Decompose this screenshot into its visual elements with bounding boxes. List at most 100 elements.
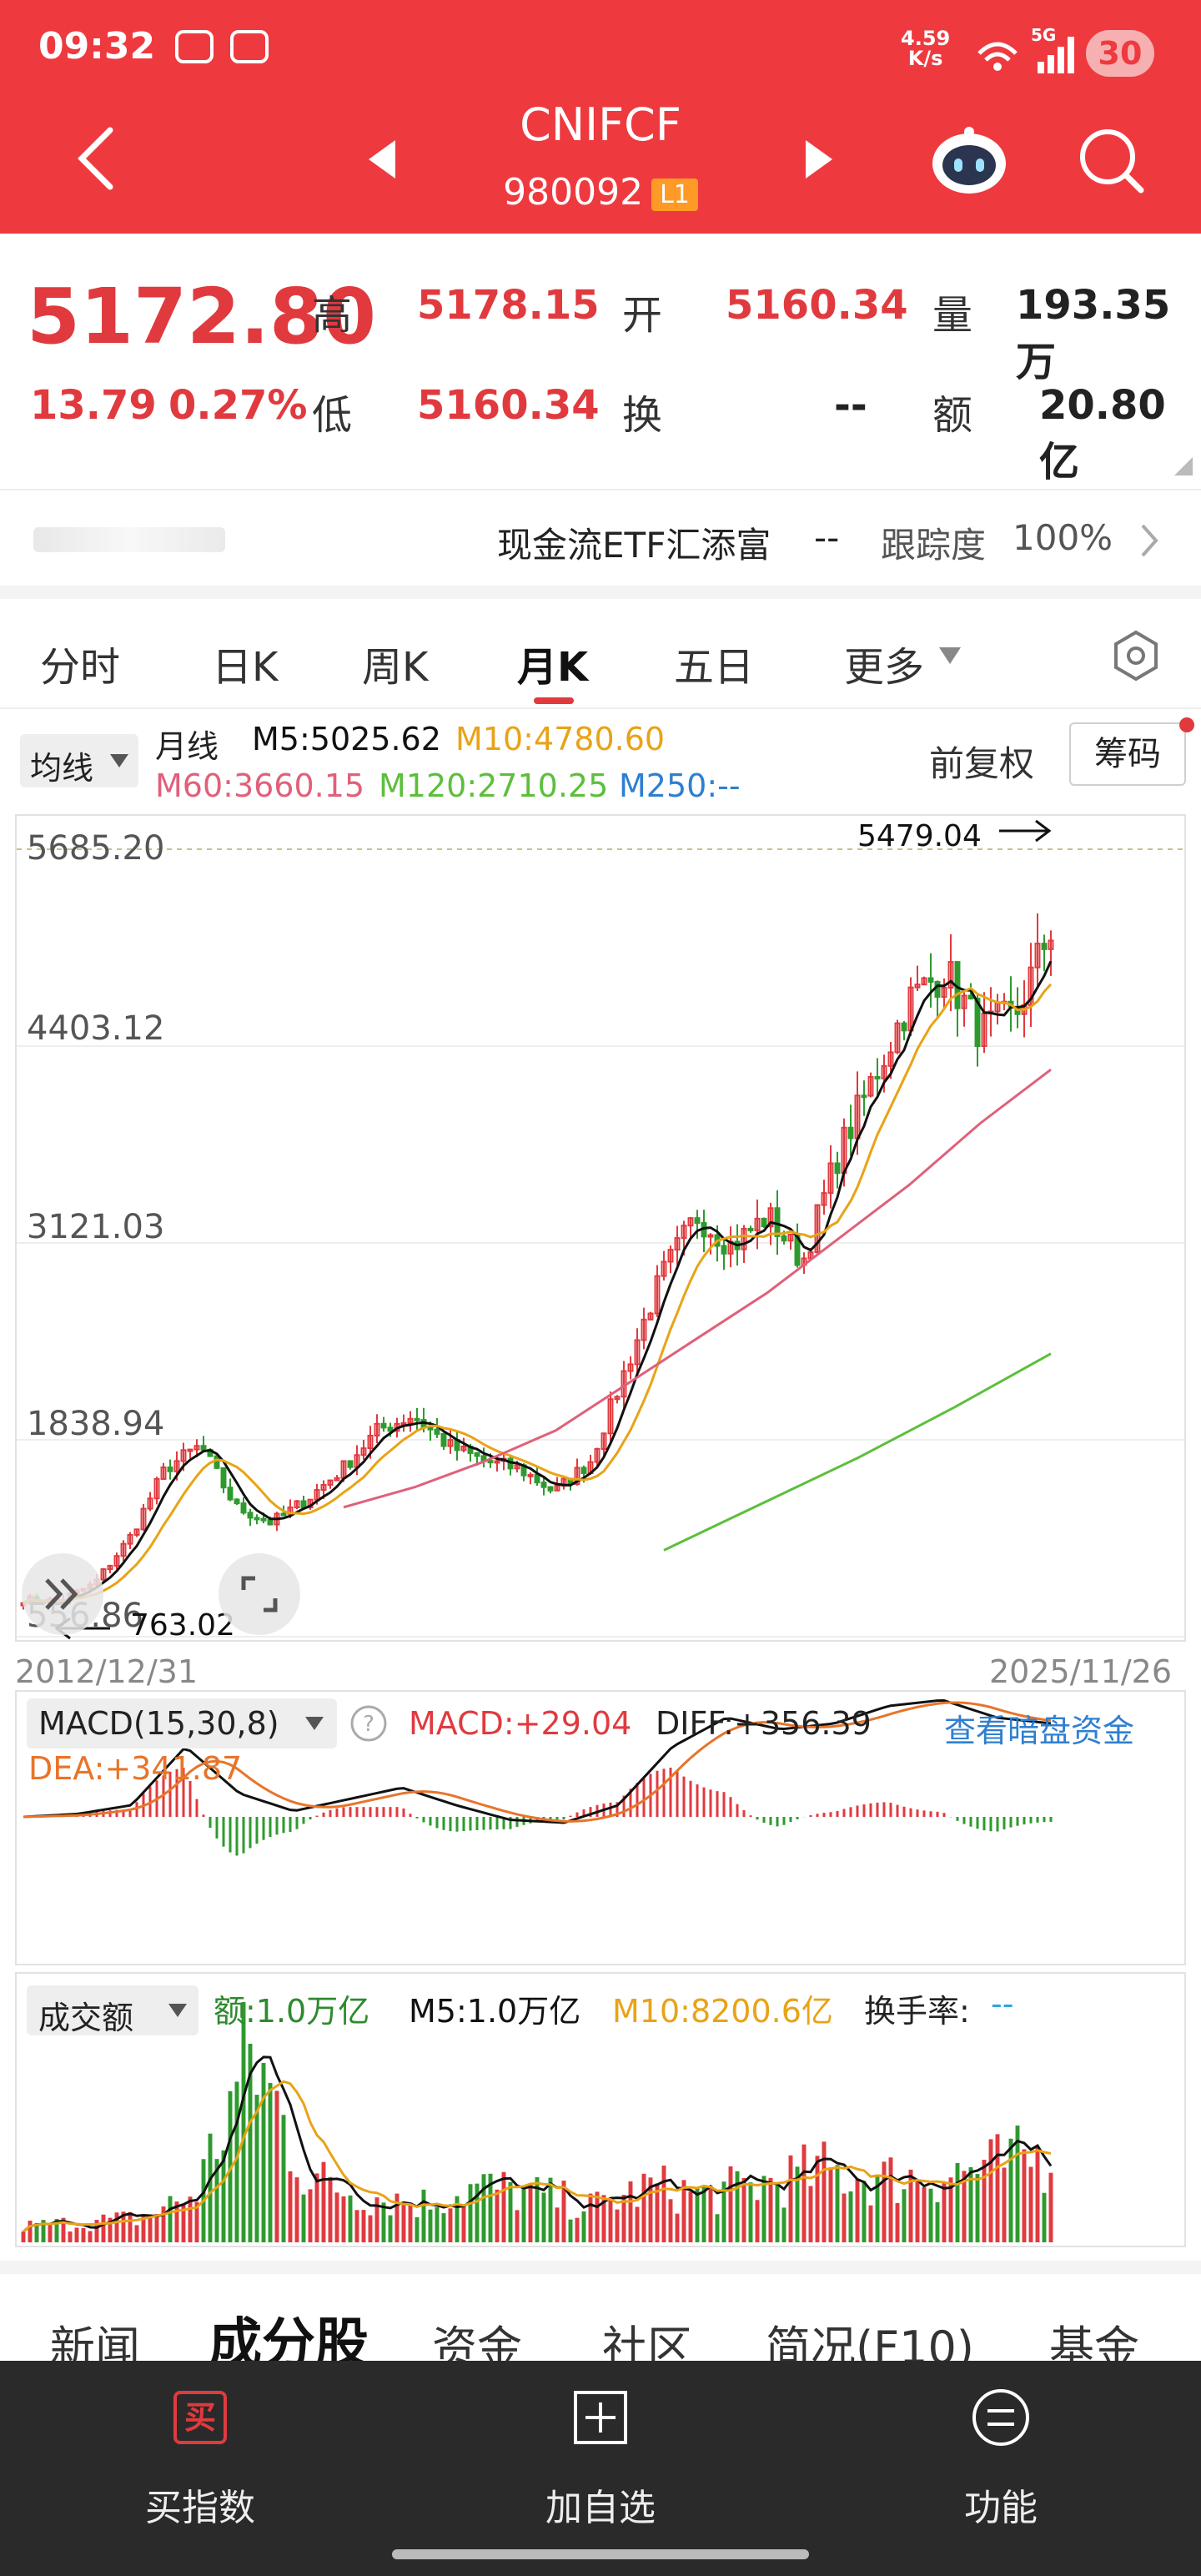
amount-bar [408, 2202, 413, 2242]
menu-circle-icon [972, 2389, 1029, 2446]
amount-value: 20.80亿 [1039, 382, 1166, 486]
y-tick-2: 4403.12 [27, 1009, 165, 1048]
tab-more[interactable]: 更多 [844, 644, 925, 691]
stock-code: 980092 [503, 171, 644, 214]
candle-body [460, 1446, 467, 1452]
amount-bar [68, 2231, 73, 2242]
help-icon[interactable]: ? [349, 1703, 389, 1743]
amount-bar [254, 2095, 259, 2242]
adjust-mode[interactable]: 前复权 [929, 743, 1035, 784]
candle-body [334, 1477, 340, 1482]
amount-bar [461, 2206, 466, 2242]
candle-body [967, 994, 974, 1000]
search-icon[interactable] [1076, 125, 1146, 195]
add-watchlist-label: 加自选 [545, 2487, 656, 2529]
amount-bar [521, 2186, 526, 2242]
candle-body [107, 1565, 113, 1571]
amount-bar [955, 2163, 960, 2242]
amount-bar [615, 2209, 620, 2242]
amount-bar [134, 2225, 139, 2242]
candle-body [574, 1467, 580, 1485]
amount-bar [1015, 2126, 1020, 2242]
tab-five-day[interactable]: 五日 [674, 644, 755, 691]
amount-bar [248, 2043, 253, 2242]
candle-body [687, 1217, 694, 1227]
fullscreen-button[interactable] [219, 1553, 300, 1635]
chips-button[interactable]: 筹码 [1069, 722, 1186, 786]
amount-bar [922, 2187, 927, 2242]
kline-chart-panel[interactable] [15, 814, 1186, 1642]
price-change-pct: 0.27% [168, 382, 308, 429]
stock-title: CNIFCF [520, 98, 681, 151]
amount-bar [261, 2062, 266, 2242]
ma60-line [343, 1068, 1052, 1509]
stock-code-row: 980092 L1 [0, 171, 1201, 214]
candle-body [240, 1502, 247, 1514]
amount-bar [595, 2191, 600, 2242]
tab-intraday[interactable]: 分时 [40, 644, 121, 691]
candle-body [661, 1260, 667, 1277]
amount-bar [361, 2210, 366, 2242]
next-stock-icon[interactable] [804, 138, 834, 180]
back-icon[interactable] [75, 125, 117, 192]
candle-body [234, 1498, 240, 1505]
amount-bar [815, 2156, 820, 2242]
amount-bar [681, 2180, 686, 2242]
dark-pool-link[interactable]: 查看暗盘资金 [944, 1713, 1135, 1749]
header-bar: 09:32 4.59 K/s 5G 30 CNIFCF 980092 L1 [0, 0, 1201, 234]
candle-body [961, 994, 967, 1009]
tab-daily-k[interactable]: 日K [212, 644, 279, 691]
function-button[interactable]: 功能 [876, 2361, 1126, 2576]
etf-row[interactable]: 现金流ETF汇添富 -- 跟踪度 100% [0, 492, 1201, 586]
ma120-line [663, 1352, 1052, 1552]
amount-panel[interactable] [15, 1972, 1186, 2247]
kline-chart[interactable] [17, 816, 1184, 1640]
amount-bar [775, 2184, 780, 2242]
tab-weekly-k[interactable]: 周K [362, 644, 429, 691]
expand-corner-icon[interactable] [1174, 457, 1193, 475]
amount-bar [721, 2181, 726, 2242]
candle-body [941, 987, 947, 999]
candle-body [434, 1428, 440, 1435]
candle-body [600, 1432, 607, 1451]
indicator-select[interactable]: 均线 [20, 734, 138, 787]
wechat-icon [175, 30, 214, 63]
amount-bar [842, 2193, 847, 2242]
amount-bar [715, 2214, 720, 2242]
add-watchlist-button[interactable]: 加自选 [475, 2361, 726, 2576]
settings-hexagon-icon[interactable] [1109, 629, 1163, 682]
amount-select[interactable]: 成交额 [27, 1985, 198, 2036]
prev-stock-icon[interactable] [367, 138, 397, 180]
buy-index-button[interactable]: 买 买指数 [75, 2361, 325, 2576]
candle-body [921, 977, 927, 986]
amount-bar [648, 2177, 653, 2242]
amount-bar [381, 2202, 386, 2242]
amount-bar [802, 2144, 807, 2242]
amount-bar [928, 2188, 933, 2242]
amount-bar [401, 2203, 406, 2242]
amount-bar [281, 2115, 286, 2242]
amount-bar [415, 2216, 420, 2242]
wifi-signal-icon [977, 37, 1074, 73]
amount-bar [848, 2191, 853, 2242]
candle-body [781, 1235, 787, 1242]
high-label: 高 [312, 292, 353, 339]
y-tick-1: 5685.20 [27, 829, 165, 868]
macd-select[interactable]: MACD(15,30,8) [27, 1698, 337, 1748]
tab-monthly-k[interactable]: 月K [517, 644, 589, 691]
amount-bar [475, 2183, 480, 2242]
candle-body [327, 1479, 334, 1486]
status-time: 09:32 [38, 25, 156, 68]
price-change: 13.79 [30, 382, 157, 429]
candle-body [200, 1445, 207, 1451]
collapse-panel-button[interactable] [22, 1553, 103, 1635]
caret-down-icon [110, 754, 128, 767]
diff-value: DIFF:+356.39 [656, 1705, 872, 1742]
amount-bar [675, 2213, 680, 2242]
arrow-right-icon [999, 819, 1052, 843]
amount-bar [908, 2169, 913, 2242]
amount-bar [728, 2166, 733, 2242]
macd-panel[interactable] [15, 1690, 1186, 1965]
open-value: 5160.34 [726, 282, 908, 329]
robot-assistant-icon[interactable] [929, 125, 1009, 195]
